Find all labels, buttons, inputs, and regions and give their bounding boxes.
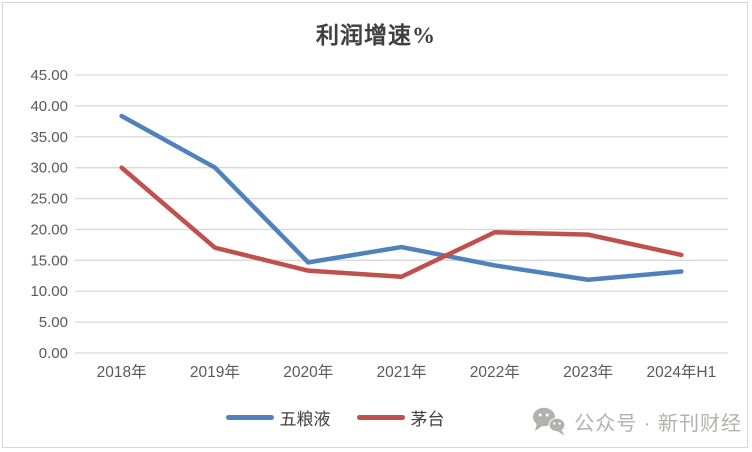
- legend-item-moutai: 茅台: [356, 405, 445, 430]
- chart-title: 利润增速%: [316, 23, 436, 48]
- legend-label: 五粮液: [279, 410, 331, 429]
- watermark-text: 公众号 · 新刊财经: [574, 412, 742, 435]
- y-axis-tick-label: 5.00: [39, 314, 68, 331]
- y-axis-tick-label: 45.00: [30, 67, 68, 84]
- y-axis-tick-label: 35.00: [30, 129, 68, 146]
- y-axis-tick-label: 15.00: [30, 252, 68, 269]
- x-axis-tick-label: 2018年: [97, 363, 147, 381]
- chart-legend: 五粮液 茅台: [0, 405, 670, 430]
- y-axis-tick-label: 0.00: [39, 345, 68, 362]
- x-axis-tick-label: 2020年: [283, 363, 333, 381]
- series-line-swatch: [356, 415, 405, 420]
- series-line-茅台: [119, 165, 684, 280]
- y-axis-tick-label: 30.00: [30, 160, 68, 177]
- x-axis-tick-label: 2022年: [470, 363, 520, 381]
- series-line-swatch: [225, 415, 274, 420]
- legend-label: 茅台: [410, 410, 445, 429]
- y-axis-tick-label: 10.00: [30, 283, 68, 300]
- y-axis-tick-label: 25.00: [30, 191, 68, 208]
- y-axis-tick-label: 40.00: [30, 98, 68, 115]
- wechat-icon: [533, 407, 566, 436]
- legend-item-wuliangye: 五粮液: [225, 405, 331, 430]
- x-axis-tick-label: 2019年: [190, 363, 240, 381]
- x-axis-tick-label: 2024年H1: [646, 363, 716, 381]
- series-line-五粮液: [119, 113, 684, 282]
- x-axis-tick-label: 2021年: [377, 363, 427, 381]
- watermark: 公众号 · 新刊财经: [532, 406, 742, 436]
- y-axis-tick-label: 20.00: [30, 221, 68, 238]
- x-axis-tick-label: 2023年: [563, 363, 613, 381]
